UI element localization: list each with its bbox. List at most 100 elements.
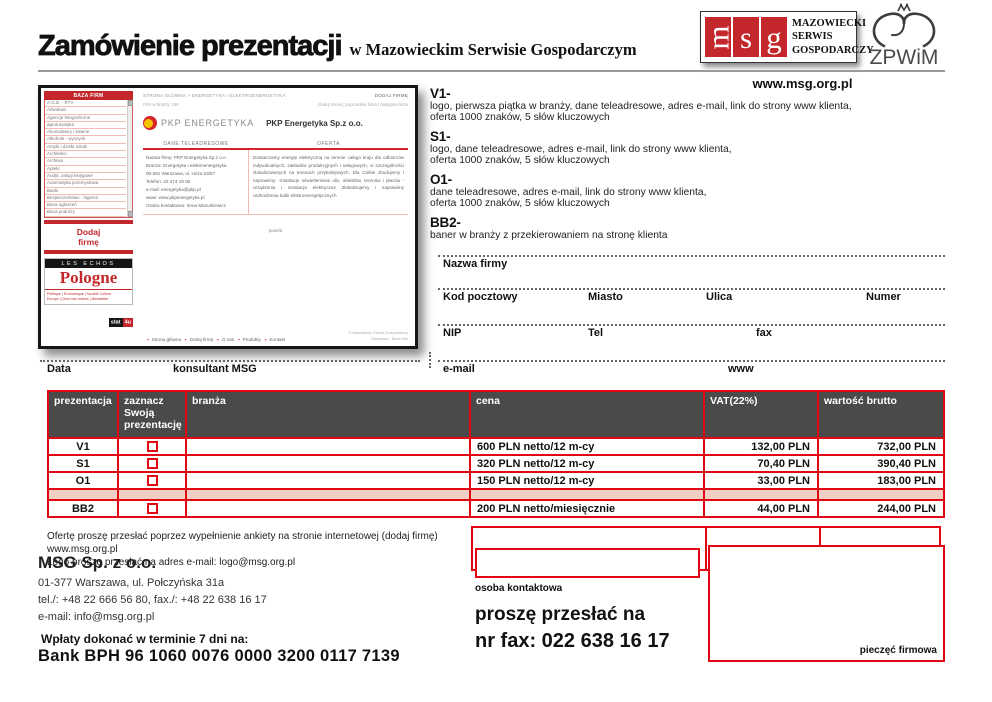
red-divider <box>143 148 408 150</box>
les-echos-bar: LES ECHOS <box>45 259 132 269</box>
table-row-s1: S1 320 PLN netto/12 m-cy 70,40 PLN 390,4… <box>49 454 943 471</box>
v1-checkbox[interactable] <box>146 441 158 452</box>
sub-title: w Mazowieckim Serwisie Gospodarczym <box>349 40 637 59</box>
row-brutto: 183,00 PLN <box>877 474 936 487</box>
o1-checkbox[interactable] <box>146 475 158 486</box>
sidebar-red-bar <box>44 219 133 224</box>
category-item: Alkohole - wyszynk <box>45 136 126 144</box>
row-brutto: 732,00 PLN <box>877 440 936 453</box>
field-divider <box>429 352 431 368</box>
footer-address: 01-377 Warszawa, ul. Połczyńska 31a <box>38 577 225 589</box>
category-item: Bezpieczeństwo - higiena <box>45 195 126 203</box>
row-code: BB2 <box>49 501 119 516</box>
row-brutto: 244,00 PLN <box>877 502 936 515</box>
company-stamp-box[interactable]: pieczęć firmowa <box>708 545 945 662</box>
category-item: Audyt, usługi księgowe <box>45 173 126 181</box>
category-item: Biura podróży <box>45 209 126 217</box>
category-list: A.G.D. - RTV Adwokaci Agencje fotografic… <box>44 100 133 218</box>
category-item: Architekci <box>45 151 126 159</box>
v1-branza-cell[interactable] <box>187 439 471 454</box>
contact-data-column: Nazwa firmy: PKP Energetyka Sp.z o.o. Br… <box>143 150 249 214</box>
contact-line: Nazwa firmy: PKP Energetyka Sp.z o.o. <box>146 155 227 160</box>
back-link: powrót <box>268 228 283 233</box>
numer-label: Numer <box>866 291 901 303</box>
dodaj-firme-link: DODAJ FIRMĘ <box>374 93 408 98</box>
pkp-company-name: PKP Energetyka Sp.z o.o. <box>266 118 363 128</box>
nav-item: Produkty <box>234 337 261 342</box>
dane-header: DANE TELEADRESOWE <box>163 141 229 147</box>
zaznacz-line1: zaznacz <box>124 395 164 407</box>
nav-item: Kontakt <box>261 337 285 342</box>
address-field[interactable] <box>438 288 945 290</box>
submission-notes: Ofertę proszę przesłać poprzez wypełnien… <box>47 530 467 569</box>
nip-tel-fax-field[interactable] <box>438 324 945 326</box>
category-item: Archiwa <box>45 158 126 166</box>
stamp-label: pieczęć firmowa <box>859 645 937 656</box>
row-code: V1 <box>49 439 119 454</box>
les-echos-links-row1: Politique | Economique | Société Culture <box>47 291 112 296</box>
dodaj-firme-button: Dodaj firmę <box>44 224 133 255</box>
scrollbar <box>127 100 133 217</box>
row-vat: 132,00 PLN <box>705 439 819 454</box>
oferta-header: OFERTA <box>317 141 340 147</box>
fax-instruction-line2: nr fax: 022 638 16 17 <box>475 630 670 652</box>
miasto-label: Miasto <box>588 291 623 303</box>
package-code: O1- <box>430 172 452 187</box>
pkp-logo-icon <box>143 116 157 130</box>
les-echos-links: Politique | Economique | Société Culture… <box>45 290 132 304</box>
package-desc-line2: oferta 1000 znaków, 5 słów kluczowych <box>430 197 610 209</box>
msg-letter-g: g <box>761 17 787 57</box>
table-header-row: prezentacja zaznacz Swoją prezentację br… <box>49 392 943 437</box>
category-item: Adwokaci <box>45 107 126 115</box>
row-cena: 320 PLN netto/12 m-cy <box>471 456 705 471</box>
tel-label: Tel <box>588 327 604 339</box>
msg-logo: m s g MAZOWIECKI SERWIS GOSPODARCZY <box>700 11 874 63</box>
o1-branza-cell[interactable] <box>187 473 471 488</box>
bank-account-number: Bank BPH 96 1060 0076 0000 3200 0117 713… <box>38 647 400 665</box>
row-brutto: 390,40 PLN <box>877 457 936 470</box>
nazwa-firmy-field[interactable] <box>438 255 945 257</box>
fax-instruction-line1: proszę przesłać na <box>475 604 646 625</box>
stat4u-badge: stat 4u <box>44 310 133 328</box>
contact-person-box[interactable] <box>475 548 700 578</box>
msg-name-line2: SERWIS <box>792 31 833 43</box>
package-desc-line1: baner w branży z przekierowaniem na stro… <box>430 230 668 241</box>
package-desc-line2: oferta 1000 znaków, 5 słów kluczowych <box>430 154 610 166</box>
zaznacz-line2: Swoją <box>124 407 155 419</box>
header-branza: branża <box>187 392 471 437</box>
package-desc-line2: oferta 1000 znaków, 5 słów kluczowych <box>430 111 610 123</box>
package-bb2: BB2- baner w branży z przekierowaniem na… <box>430 215 945 242</box>
footer-company-name: MSG Sp. z o.o. <box>38 553 157 572</box>
package-code: BB2- <box>430 215 461 230</box>
row-cena: 150 PLN netto/12 m-cy <box>471 473 705 488</box>
email-www-field[interactable] <box>438 360 945 362</box>
les-echos-links-row2: Europe | Chez nos voisins | Newsletter <box>47 297 109 302</box>
copyright-line1: © Mazowiecki Serwis Gospodarczy <box>348 331 408 336</box>
header-brutto: wartość brutto <box>824 395 897 407</box>
zpwim-logo: ZPWiM <box>862 2 946 70</box>
package-descriptions: V1- logo, pierwsza piątka w branży, dane… <box>430 86 945 248</box>
header-prezentacja: prezentacja <box>49 392 119 437</box>
bb2-branza-cell[interactable] <box>187 501 471 516</box>
website-screenshot: BAZA FIRM A.G.D. - RTV Adwokaci Agencje … <box>38 85 418 349</box>
msg-letter-m: m <box>701 17 736 57</box>
payment-deadline-label: Wpłaty dokonać w terminie 7 dni na: <box>41 632 249 646</box>
website-url: www.msg.org.pl <box>752 76 853 91</box>
s1-checkbox[interactable] <box>146 458 158 469</box>
category-item: Banki <box>45 188 126 195</box>
company-count: Firm w branży: 190 <box>143 102 179 107</box>
data-konsultant-field[interactable] <box>40 360 420 362</box>
table-empty-row <box>49 488 943 499</box>
s1-branza-cell[interactable] <box>187 456 471 471</box>
row-code: O1 <box>49 473 119 488</box>
nav-item: O nas <box>213 337 234 342</box>
contact-line: Osoba kontaktowa: Irena Mazurkiewicz <box>146 203 226 208</box>
header-zaznacz: zaznacz Swoją prezentację <box>119 392 187 437</box>
contact-line: www: www.pkpenergetyka.pl <box>146 195 205 200</box>
stat-suffix: 4u <box>122 317 133 327</box>
package-desc-line1: dane teleadresowe, adres e-mail, link do… <box>430 187 707 198</box>
copyright-line2: Warszawa - Baza firm <box>371 336 408 341</box>
contact-line: Telefon: 22 474 19 00 <box>146 179 191 184</box>
category-item: agroturystyka <box>45 122 126 130</box>
bb2-checkbox[interactable] <box>146 503 158 514</box>
